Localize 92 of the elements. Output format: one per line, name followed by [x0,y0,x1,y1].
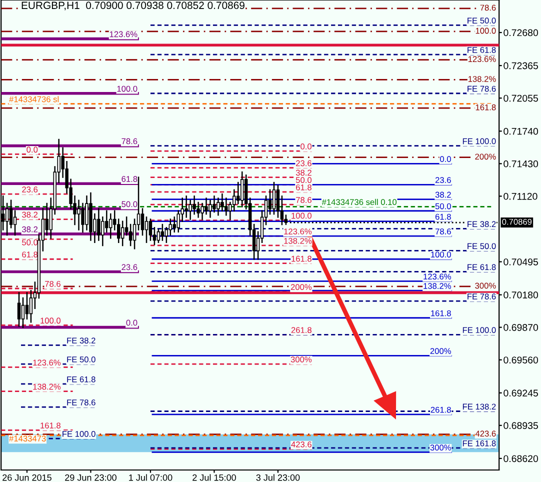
annotation: 100.0 [292,212,312,219]
annotation: FE 78.6 [67,400,96,406]
x-tick-label: 26 Jun 2015 [2,474,52,481]
annotation: FE 38.2 [468,221,496,228]
annotation: FE 138.2 [462,404,496,410]
annotation: 38.2 [22,212,38,218]
annotation: FE 50.0 [468,18,496,24]
annotation: 0.0 [300,144,312,150]
annotation: FE 50.0 [67,356,96,362]
annotation: 38.2 [296,170,312,176]
annotation: 300% [430,444,451,451]
annotation: FE 61.8 [468,47,496,53]
annotation: 78.6 [296,197,312,203]
annotation: 38.2 [435,192,451,198]
annotation: 23.6 [435,177,451,183]
annotation: 23.6 [296,160,312,166]
annotation: 78.6 [45,280,60,287]
annotation: 261.8 [291,327,312,334]
annotation: FE 78.6 [468,86,496,92]
annotation: FE 61.8 [468,264,496,270]
annotation: 161.8 [476,104,496,110]
annotation: 423.6 [475,430,496,437]
annotation: 138.2% [424,283,451,289]
annotation: 138.2% [284,238,312,244]
annotation: 38.2 [22,226,38,232]
annotation: 78.6 [435,228,451,234]
annotation: 100.0 [40,318,61,324]
annotation: 50.0 [296,177,312,183]
annotation: 0.0 [26,146,38,153]
x-tick-label: 29 Jun 23:00 [65,474,116,481]
annotation: 161.8 [40,422,60,428]
annotation: FE 50.0 [468,243,496,250]
annotation: 200% [430,348,451,354]
annotation: 138.2% [468,76,496,82]
x-tick-label: 1 Jul 07:00 [129,474,172,481]
annotation: 61.8 [122,176,138,182]
y-tick-label: 0.71740 [504,128,538,135]
annotation: 161.8 [292,256,312,262]
x-tick-label: 2 Jul 15:00 [192,474,236,481]
annotation: FE 100.0 [462,327,496,334]
annotation: 100.0 [117,86,138,92]
annotation: 161.8 [431,310,451,316]
annotation: 138.2% [33,384,61,390]
annotation: 50.0 [22,239,38,246]
annotation: 61.8 [22,252,38,258]
annotation: 261.8 [430,406,451,413]
annotation: FE 100.0 [62,430,96,437]
annotation: FE 100.0 [462,138,496,144]
y-tick-label: 0.71430 [504,160,538,168]
y-tick-label: 0.69245 [504,390,538,397]
y-tick-label: 0.70495 [504,258,538,266]
y-tick-label: 0.71120 [504,192,538,200]
annotation: 123.6% [424,274,451,280]
annotation: 0.0 [440,156,451,162]
ref-line-label: 0.70869 [502,218,532,225]
annotation: #14334736 sl [9,96,59,102]
annotation: 100.0 [476,28,496,34]
annotation: 100.0 [431,252,451,258]
annotation: 123.6% [33,360,61,366]
x-tick-label: 3 Jul 23:00 [256,474,300,481]
annotation: 50.0 [435,203,451,210]
annotation: 200% [290,284,312,290]
annotation: 123.6% [284,228,312,234]
chart-title: EURGBP,H1 0.70900 0.70938 0.70852 0.70869 [22,2,244,10]
annotation: #14334736 sell 0.10 [322,198,397,206]
y-tick-label: 0.70180 [504,292,538,298]
y-tick-label: 0.72365 [504,62,538,70]
annotation: FE 61.8 [67,376,96,382]
annotation: 78.6 [122,138,138,144]
annotation: 123.6% [110,31,138,38]
annotation: 123.6% [468,56,496,62]
y-tick-label: 0.69870 [504,324,538,331]
annotation: 23.6 [22,186,38,192]
annotation: 23.6 [122,264,138,270]
annotation: FE 38.2 [67,338,96,344]
annotation: 61.8 [435,214,451,220]
annotation: 200% [475,154,496,160]
annotation: FE 78.6 [468,294,496,300]
annotation: 300% [475,282,496,289]
annotation: #1433473 [9,436,46,442]
annotation: 50.0 [122,201,138,208]
annotation: FE 161.8 [462,440,496,446]
annotation: 78.6 [480,4,496,11]
y-tick-label: 0.68935 [504,422,538,430]
annotation: 0.0 [126,320,138,326]
y-tick-label: 0.69560 [504,356,538,364]
annotation: 61.8 [296,184,312,190]
y-tick-label: 0.72680 [504,29,538,36]
y-tick-label: 0.68620 [504,455,538,462]
annotation: 423.6 [291,441,312,448]
annotation: 300% [290,356,312,362]
y-tick-label: 0.72055 [504,94,538,102]
